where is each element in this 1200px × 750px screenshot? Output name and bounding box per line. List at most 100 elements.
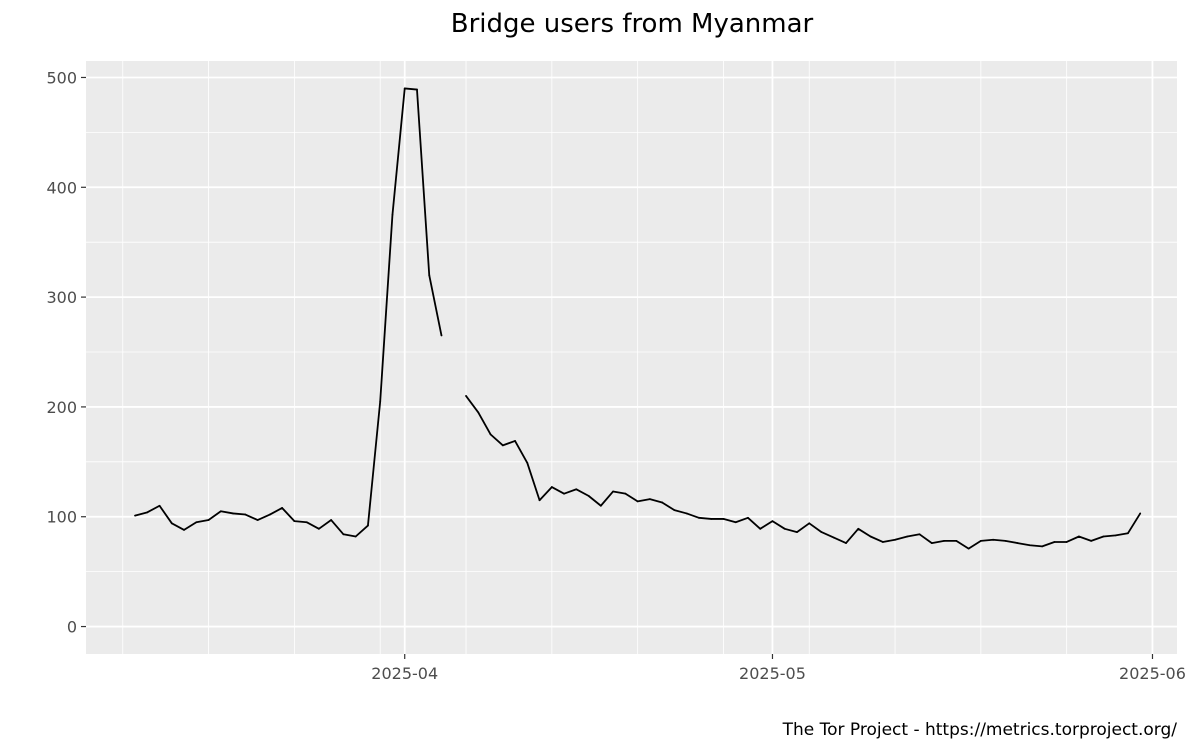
data-point [1028,544,1031,547]
data-point [661,501,664,504]
data-point [440,334,443,337]
y-tick-label: 200 [46,398,77,417]
data-point [403,87,406,90]
data-point [685,512,688,515]
chart-title: Bridge users from Myanmar [451,9,814,39]
data-point [281,507,284,509]
chart-caption: The Tor Project - https://metrics.torpro… [782,720,1178,740]
data-point [183,529,185,531]
data-point [501,444,504,447]
data-point [538,499,541,502]
data-point [305,521,308,524]
data-point [219,510,222,513]
data-point [1127,532,1129,535]
data-point [134,514,136,517]
data-point [943,539,945,542]
data-point [918,533,921,536]
data-point [465,395,467,397]
data-point [575,488,578,491]
data-point [379,400,382,403]
data-point [1090,539,1093,542]
data-point [734,521,737,524]
data-point [489,433,492,436]
data-point [624,492,627,495]
data-point [820,531,823,534]
data-point [428,274,431,277]
data-point [673,509,676,512]
data-point [293,520,296,523]
data-point [550,486,553,488]
y-axis: 0 100 200 300 400 500 [46,68,86,637]
data-point [391,213,394,216]
data-point [354,535,357,538]
data-point [857,527,860,530]
data-point [318,527,320,530]
data-point [1102,535,1105,538]
data-point [1065,541,1068,543]
data-point [783,527,786,530]
data-point [599,504,602,507]
data-point [1078,535,1080,538]
data-point [367,524,369,527]
data-point [612,490,615,493]
data-point [514,440,516,442]
data-point [1114,534,1117,537]
data-point [1053,541,1056,543]
data-point [1004,539,1007,542]
data-point [232,512,235,515]
plot-panel [86,61,1177,654]
data-point [268,513,271,516]
data-point [207,519,210,521]
series-line [134,87,443,538]
y-tick-label: 400 [46,178,77,197]
data-point [170,522,173,525]
data-point [342,533,345,536]
data-point [955,539,958,542]
data-point [636,500,639,503]
y-tick-label: 100 [46,508,77,527]
data-point [256,519,259,521]
data-point [146,511,149,514]
data-point [979,539,982,542]
data-point [869,535,872,538]
data-point [195,521,198,524]
data-point [648,498,651,501]
data-point [587,494,590,497]
data-point [832,536,835,539]
major-gridlines [86,61,1177,654]
y-tick-label: 0 [67,618,77,637]
data-point [881,541,884,543]
data-point [698,516,700,519]
data-point [330,519,333,521]
data-point [1139,512,1142,515]
data-point [1041,545,1044,548]
data-point [894,538,896,541]
x-axis: 2025-04 2025-05 2025-06 [371,654,1186,683]
data-point [845,542,847,544]
x-tick-label: 2025-06 [1119,664,1186,683]
data-point [722,518,725,520]
data-point [563,492,565,495]
data-point [992,538,995,541]
data-point [747,516,749,519]
data-point [1016,542,1019,544]
data-point [906,535,909,538]
data-point [771,520,774,523]
data-point [526,462,529,464]
data-series [134,87,1142,550]
data-point [796,531,798,534]
data-point [967,547,970,550]
x-tick-label: 2025-05 [739,664,806,683]
data-point [416,88,418,91]
data-point [710,518,713,520]
data-point [244,513,247,516]
y-tick-label: 300 [46,288,77,307]
data-point [930,542,933,544]
x-tick-label: 2025-04 [371,664,438,683]
data-point [477,411,480,414]
series-line [465,395,1141,550]
data-point [759,527,762,530]
y-tick-label: 500 [46,68,77,87]
data-point [808,522,811,525]
